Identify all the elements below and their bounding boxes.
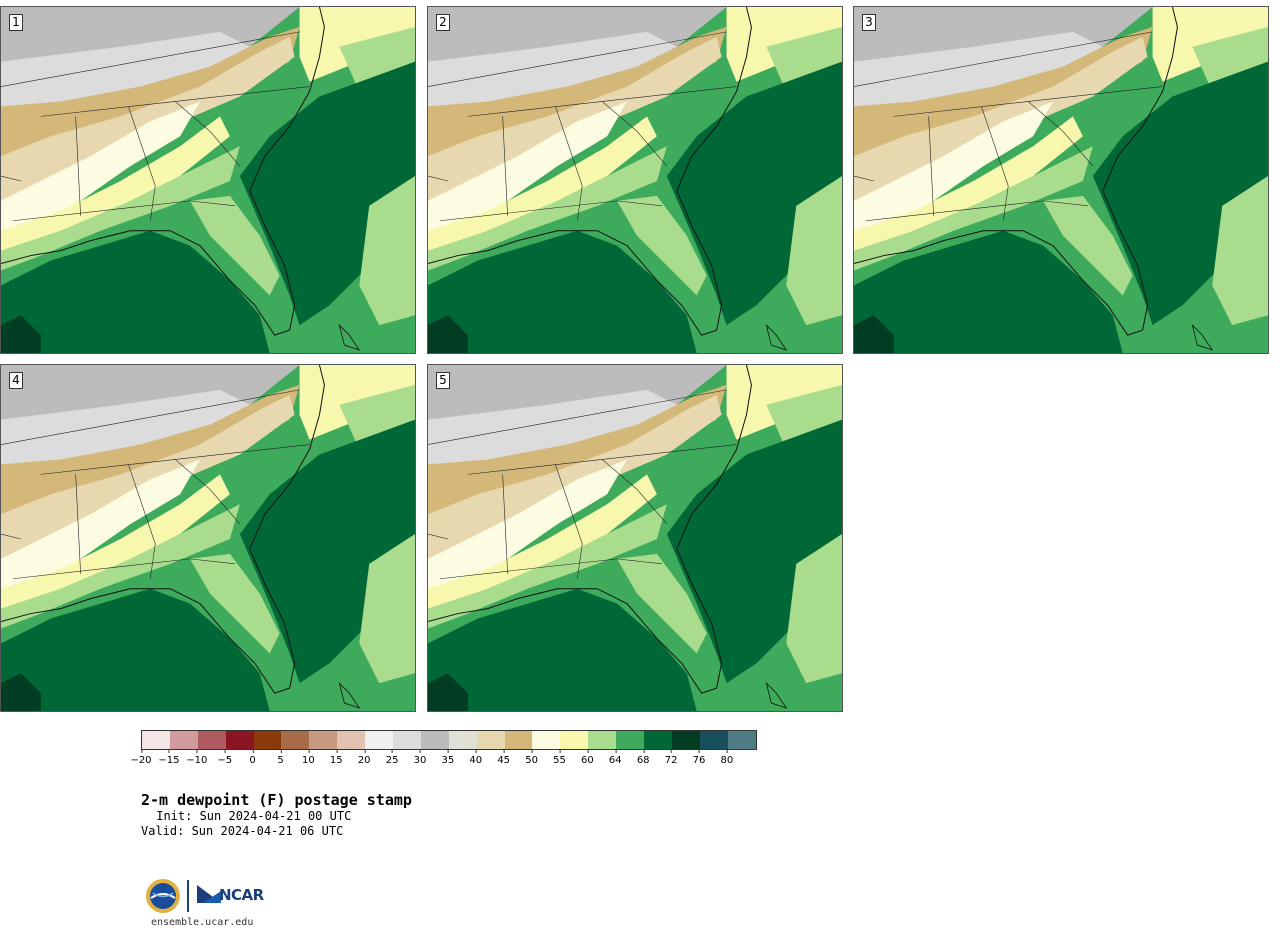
plot-title: 2-m dewpoint (F) postage stamp	[141, 791, 412, 809]
logo-area: NCAR	[145, 878, 275, 918]
colorbar-tick-label: 30	[414, 750, 426, 766]
dewpoint-map	[1, 7, 415, 353]
colorbar-swatch	[142, 731, 170, 749]
colorbar-swatch	[393, 731, 421, 749]
colorbar-tick-label: 25	[386, 750, 398, 766]
valid-time: Valid: Sun 2024-04-21 06 UTC	[141, 824, 344, 838]
dewpoint-map	[428, 365, 842, 711]
colorbar-swatch	[365, 731, 394, 749]
colorbar-tick-label: 68	[637, 750, 650, 766]
colorbar-swatch	[420, 731, 449, 749]
colorbar-swatch	[476, 731, 505, 749]
colorbar-swatch	[225, 731, 254, 749]
colorbar-swatch	[560, 731, 589, 749]
colorbar-swatch	[281, 731, 310, 749]
colorbar-swatch	[197, 731, 226, 749]
panel-label: 3	[862, 14, 876, 31]
colorbar-tick-label: −10	[186, 750, 207, 766]
panel-label: 2	[436, 14, 450, 31]
panel-label: 1	[9, 14, 23, 31]
colorbar-tick-label: 64	[609, 750, 622, 766]
colorbar-tick-label: 5	[277, 750, 284, 766]
colorbar-swatch	[588, 731, 617, 749]
dewpoint-map	[854, 7, 1268, 353]
colorbar-swatch	[169, 731, 198, 749]
colorbar-tick-label: 0	[249, 750, 256, 766]
init-time: Init: Sun 2024-04-21 00 UTC	[149, 809, 352, 823]
colorbar-swatch	[448, 731, 477, 749]
colorbar-tick-label: 60	[581, 750, 594, 766]
colorbar-tick-label: −5	[217, 750, 232, 766]
colorbar-tick-label: 72	[665, 750, 677, 766]
nsf-logo-icon	[146, 879, 180, 913]
colorbar-tick-label: −20	[130, 750, 152, 766]
ensemble-member-map-4: 4	[0, 364, 416, 712]
colorbar-swatch	[616, 731, 645, 749]
colorbar-swatch	[337, 731, 366, 749]
ensemble-member-map-5: 5	[427, 364, 843, 712]
colorbar-tick-label: 45	[497, 750, 510, 766]
colorbar-tick-label: 35	[442, 750, 454, 766]
ncar-logo-icon	[197, 885, 221, 903]
ensemble-member-map-2: 2	[427, 6, 843, 354]
ensemble-member-map-3: 3	[853, 6, 1269, 354]
panel-label: 5	[436, 372, 450, 389]
colorbar-ticks: −20 −15 −10 −5 0 5 10 15 20 25 30 35 40 45 50 55 60 64 68 7…	[130, 750, 755, 770]
colorbar-tick-label: 50	[525, 750, 538, 766]
logo-divider	[187, 880, 189, 912]
colorbar-tick-label: 55	[553, 750, 566, 766]
colorbar-tick-label: −15	[158, 750, 179, 766]
colorbar-tick-label: 10	[302, 750, 315, 766]
colorbar-swatch	[309, 731, 338, 749]
dewpoint-map	[428, 7, 842, 353]
colorbar-tick-label: 80	[721, 750, 733, 766]
colorbar-tick-label: 40	[469, 750, 482, 766]
colorbar	[141, 730, 757, 750]
colorbar-swatch	[504, 731, 533, 749]
colorbar-swatch	[644, 731, 672, 749]
ncar-logo-text: NCAR	[219, 886, 264, 904]
colorbar-swatch	[532, 731, 561, 749]
colorbar-swatch	[671, 731, 700, 749]
ensemble-member-map-1: 1	[0, 6, 416, 354]
panel-label: 4	[9, 372, 23, 389]
site-url: ensemble.ucar.edu	[151, 917, 254, 928]
colorbar-tick-label: 15	[330, 750, 343, 766]
colorbar-tick-label: 20	[358, 750, 371, 766]
colorbar-swatch	[253, 731, 282, 749]
colorbar-swatch	[699, 731, 728, 749]
dewpoint-map	[1, 365, 415, 711]
colorbar-swatch	[727, 731, 756, 749]
colorbar-tick-label: 76	[693, 750, 705, 766]
